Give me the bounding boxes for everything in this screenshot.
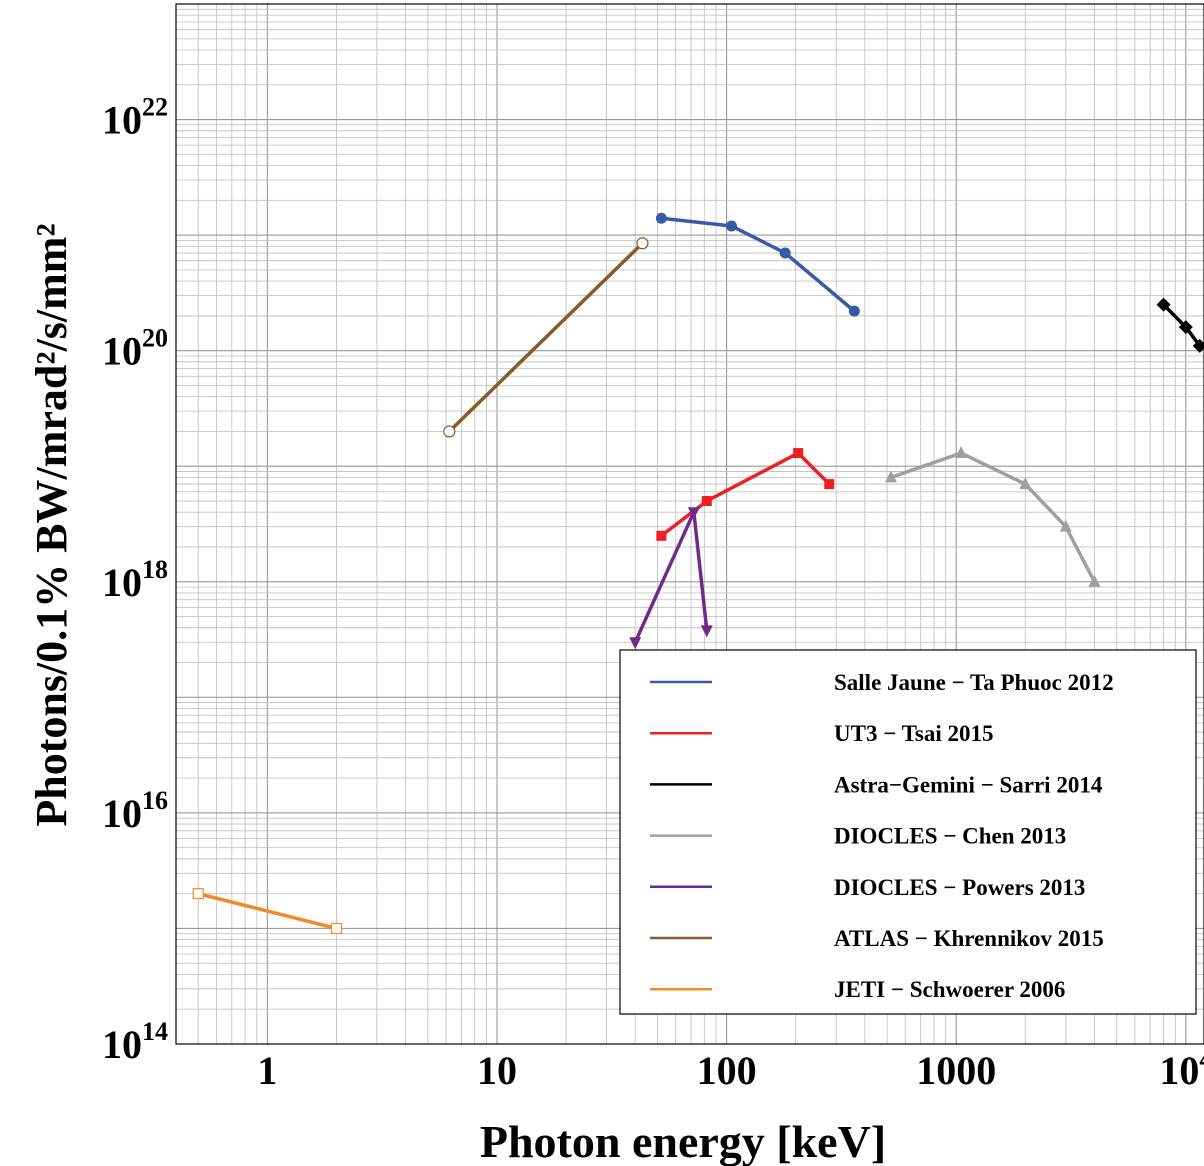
series-5 — [443, 237, 649, 438]
legend-label: DIOCLES − Chen 2013 — [834, 824, 1066, 849]
series-line — [890, 451, 1096, 583]
data-point — [700, 625, 713, 638]
series-3 — [884, 446, 1101, 587]
data-point — [955, 446, 968, 459]
series-line — [661, 216, 856, 313]
legend-box — [619, 649, 1197, 1015]
legend-label: Astra−Gemini − Sarri 2014 — [834, 772, 1103, 797]
data-point — [725, 220, 737, 232]
data-point — [779, 247, 791, 259]
series-4 — [629, 507, 713, 650]
series-line — [633, 510, 709, 643]
data-point — [655, 212, 667, 224]
y-axis-label: Photons/0.1% BW/mrad²/s/mm² — [27, 223, 76, 826]
data-point — [1088, 574, 1101, 587]
data-point — [330, 922, 343, 935]
x-tick-label: 1000 — [916, 1048, 996, 1093]
data-point — [629, 637, 642, 650]
data-point — [1019, 477, 1032, 490]
data-point — [1178, 320, 1193, 335]
legend-label: JETI − Schwoerer 2006 — [834, 977, 1065, 1002]
legend: Salle Jaune − Ta Phuoc 2012 UT3 − Tsai 20… — [619, 649, 1197, 1015]
y-tick-label: 1018 — [102, 555, 168, 605]
series-line — [197, 891, 337, 931]
series-line — [448, 242, 644, 433]
data-point — [192, 888, 204, 900]
plot-frame — [175, 3, 1204, 1045]
y-tick-label: 1022 — [102, 93, 168, 143]
x-tick-label: 1 — [257, 1048, 277, 1093]
data-point — [1156, 297, 1171, 312]
legend-label: ATLAS − Khrennikov 2015 — [834, 926, 1104, 951]
data-point — [636, 237, 649, 250]
y-tick-label: 1020 — [102, 324, 168, 374]
y-tick-label: 1014 — [102, 1017, 168, 1067]
series-0 — [655, 212, 860, 317]
series-line — [660, 451, 831, 538]
data-point — [701, 496, 712, 507]
data-point — [793, 448, 804, 459]
data-point — [656, 530, 667, 541]
data-point — [443, 425, 456, 438]
x-axis-label: Photon energy [keV] — [480, 1116, 886, 1166]
y-tick-label: 1016 — [102, 786, 168, 836]
x-tick-labels: 1 10 100 1000 104 — [257, 1045, 1204, 1093]
y-tick-labels: 1014 1016 1018 1020 1022 — [102, 93, 168, 1067]
series-6 — [192, 888, 343, 935]
data-point — [687, 507, 700, 520]
data-point — [1059, 519, 1072, 532]
data-point — [884, 470, 897, 483]
legend-label: DIOCLES − Powers 2013 — [834, 875, 1085, 900]
x-tick-label: 10 — [477, 1048, 517, 1093]
series-2 — [1156, 297, 1204, 353]
legend-label: UT3 − Tsai 2015 — [834, 721, 993, 746]
data-point — [1192, 338, 1204, 353]
legend-label: Salle Jaune − Ta Phuoc 2012 — [834, 670, 1114, 695]
series-group — [192, 212, 1204, 935]
data-point — [848, 305, 860, 317]
x-tick-label: 100 — [697, 1048, 757, 1093]
series-1 — [656, 448, 835, 541]
data-point — [824, 479, 835, 490]
x-tick-label: 104 — [1159, 1045, 1204, 1093]
